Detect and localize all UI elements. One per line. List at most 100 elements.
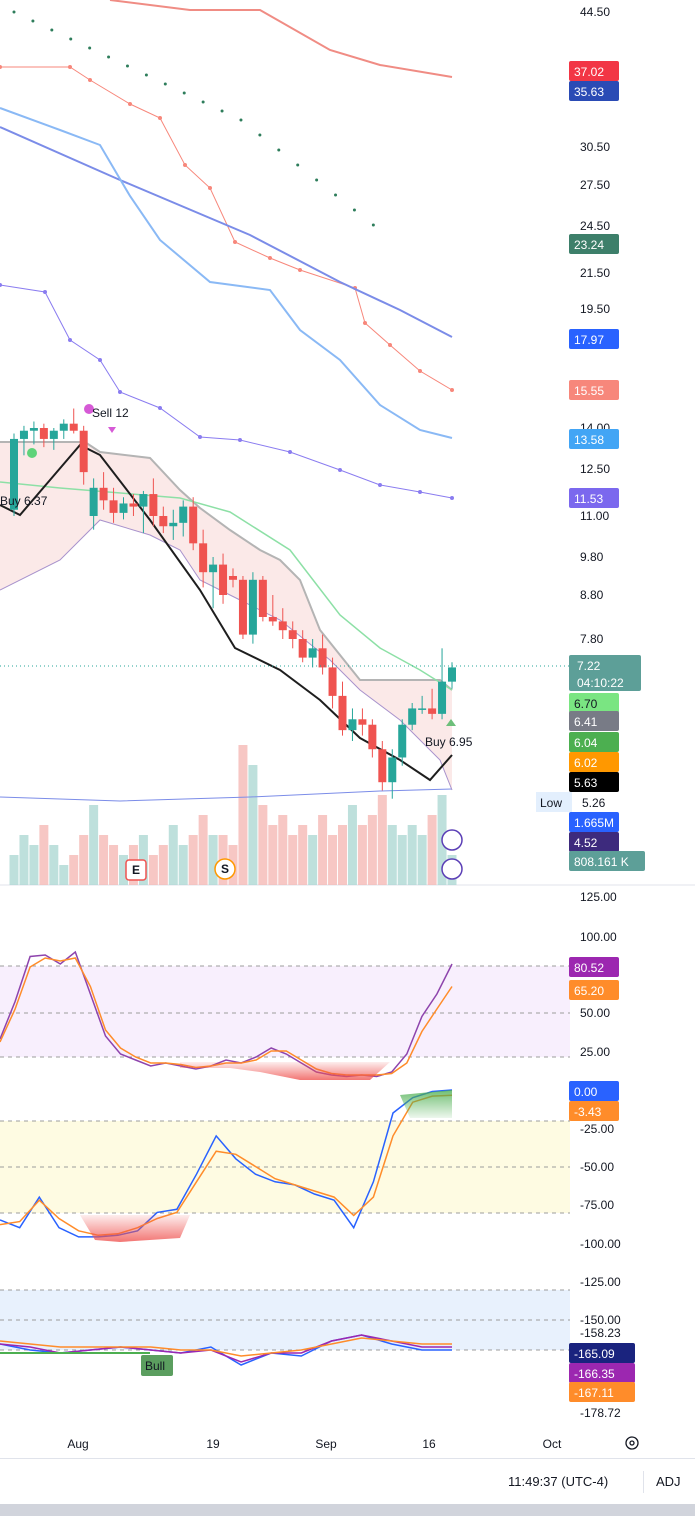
purple-indicator-dot [68, 338, 72, 342]
oscillator-2-series [0, 1089, 453, 1238]
volume-bar [198, 815, 208, 885]
salmon-indicator-dot [128, 102, 132, 106]
scrollbar[interactable] [0, 1504, 695, 1516]
candle-body [229, 576, 237, 580]
settings-icon-ring [625, 1436, 639, 1450]
oscillator-1-oversold-fill [180, 1062, 390, 1080]
price-badge [569, 851, 645, 871]
volume-bar [298, 825, 308, 885]
volume-bar [208, 835, 218, 885]
price-badge-text: 11.53 [574, 492, 603, 506]
candle-body [119, 503, 128, 513]
volume-bar [258, 805, 268, 885]
salmon-indicator-dot [208, 186, 212, 190]
buy-signal-label-left: Buy 6.37 [0, 494, 48, 508]
oscillator-2-oversold-fill [80, 1215, 190, 1242]
price-axis-tick: 11.00 [580, 509, 609, 523]
time-axis-tick: 16 [422, 1437, 436, 1451]
price-axis-tick: 9.80 [580, 550, 604, 564]
time-axis-tick: 19 [206, 1437, 220, 1451]
price-badge-text: 6.04 [574, 736, 598, 750]
oscillator-panel-2[interactable] [0, 1089, 570, 1242]
price-axis[interactable]: 44.5030.5027.5024.5021.5019.5014.0012.50… [580, 5, 621, 1420]
osc2-axis-tick: -75.00 [580, 1198, 614, 1212]
purple-indicator-dot [98, 358, 102, 362]
price-axis-tick: 12.50 [580, 462, 610, 476]
osc3-axis-tick: -158.23 [580, 1326, 621, 1340]
trailing-stop-dot [352, 208, 356, 212]
oscillator-3-series [0, 1334, 452, 1363]
candle-body [318, 648, 327, 668]
price-badge [569, 488, 619, 508]
clock-readout[interactable]: 11:49:37 (UTC-4) [508, 1474, 609, 1489]
price-badge [569, 812, 619, 832]
divider [643, 1471, 644, 1493]
candle-body [238, 579, 247, 635]
volume-bar [338, 825, 347, 885]
salmon-indicator-dot [158, 116, 162, 120]
volume-bar [278, 815, 288, 885]
volume-average-line [0, 788, 453, 802]
time-axis-tick: Oct [543, 1437, 562, 1451]
volume-bar [417, 835, 427, 885]
price-badge [569, 772, 619, 792]
volume-bar [268, 825, 278, 885]
price-axis-tick: 27.50 [580, 178, 610, 192]
time-axis[interactable]: Aug 19 Sep 16 Oct [67, 1436, 639, 1451]
volume-bar [248, 765, 258, 885]
candle-body [139, 494, 148, 507]
volume-bar [119, 855, 128, 885]
candle-body [288, 630, 297, 639]
oscillator-1-band [0, 966, 570, 1057]
price-badge [569, 81, 619, 101]
osc3-axis-tick: -178.72 [580, 1406, 621, 1420]
osc3-badge-text: -165.09 [574, 1347, 615, 1361]
light-blue-ma-line [0, 107, 453, 439]
buy-signal-label: Buy 6.95 [425, 735, 473, 749]
candle-body [89, 487, 98, 516]
volume-bar [347, 805, 357, 885]
volume-bar [29, 845, 39, 885]
osc3-badge [569, 1382, 635, 1402]
candle-body [258, 579, 267, 617]
volume-bar [397, 835, 407, 885]
price-badge-text: 15.55 [574, 384, 604, 398]
volume-bar [357, 825, 367, 885]
price-badge [569, 329, 619, 349]
trailing-stop-dot [12, 10, 16, 14]
price-badge [569, 61, 619, 81]
chart-canvas[interactable]: Sell 12 Buy 6.95 Buy 6.37 E S Low Bull Aug 19 S… [0, 0, 695, 1458]
price-axis-tick: 21.50 [580, 266, 610, 280]
candle-body [388, 757, 397, 783]
price-badges: 37.02 35.63 23.24 17.97 15.55 13.58 11.53 6.70 6… [569, 61, 645, 1402]
last-price-text: 7.22 [577, 659, 601, 673]
adj-toggle[interactable]: ADJ [656, 1474, 681, 1489]
purple-indicator-dot [238, 438, 242, 442]
price-badge [569, 711, 619, 731]
price-badge-text: 35.63 [574, 85, 604, 99]
trailing-stop-dot [220, 109, 224, 113]
candle-body [428, 708, 437, 714]
settings-icon-core [629, 1440, 635, 1446]
purple-indicator-dot [338, 468, 342, 472]
candle-body [338, 695, 347, 731]
price-badge-text: 6.02 [574, 756, 598, 770]
trailing-stop-dot [201, 100, 205, 104]
salmon-indicator-dot [418, 369, 422, 373]
oscillator-panel-3[interactable]: Bull [0, 1289, 570, 1376]
candle-body [179, 506, 188, 523]
last-price-badge [569, 655, 641, 691]
price-badge [569, 752, 619, 772]
candle-body [59, 423, 68, 431]
time-axis-tick: Aug [67, 1437, 88, 1451]
red-ma-line [109, 0, 453, 78]
oscillator-panel-1[interactable] [0, 950, 570, 1080]
trailing-stop-dot [182, 91, 186, 95]
price-panel[interactable]: Sell 12 Buy 6.95 Buy 6.37 E S Low [0, 0, 695, 886]
purple-indicator-dot [418, 490, 422, 494]
salmon-indicator-dot [450, 388, 454, 392]
osc2-axis-tick: -25.00 [580, 1122, 614, 1136]
volume-bar [308, 835, 318, 885]
countdown-text: 04:10:22 [577, 676, 624, 690]
trailing-stop-dot [371, 223, 375, 227]
